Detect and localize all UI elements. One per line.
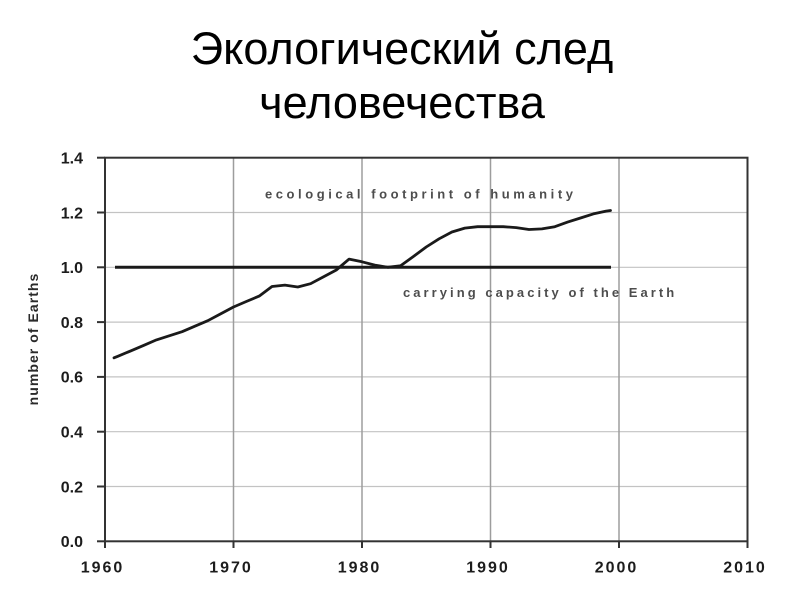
svg-text:1.2: 1.2 <box>61 205 83 222</box>
svg-text:1.0: 1.0 <box>61 260 83 277</box>
svg-text:carrying capacity of the Earth: carrying capacity of the Earth <box>403 285 677 300</box>
svg-text:1.4: 1.4 <box>61 151 83 168</box>
svg-text:1980: 1980 <box>338 560 382 577</box>
svg-text:0.4: 0.4 <box>61 425 83 442</box>
svg-text:number of Earths: number of Earths <box>25 273 41 406</box>
svg-text:0.0: 0.0 <box>61 534 83 551</box>
svg-text:2000: 2000 <box>595 560 639 577</box>
svg-text:0.2: 0.2 <box>61 479 83 496</box>
svg-text:1990: 1990 <box>466 560 510 577</box>
svg-text:2010: 2010 <box>723 560 767 577</box>
svg-text:1970: 1970 <box>209 560 253 577</box>
svg-text:0.8: 0.8 <box>61 315 83 332</box>
svg-text:1960: 1960 <box>81 560 125 577</box>
svg-text:0.6: 0.6 <box>61 370 83 387</box>
svg-text:ecological footprint of humani: ecological footprint of humanity <box>265 187 577 202</box>
